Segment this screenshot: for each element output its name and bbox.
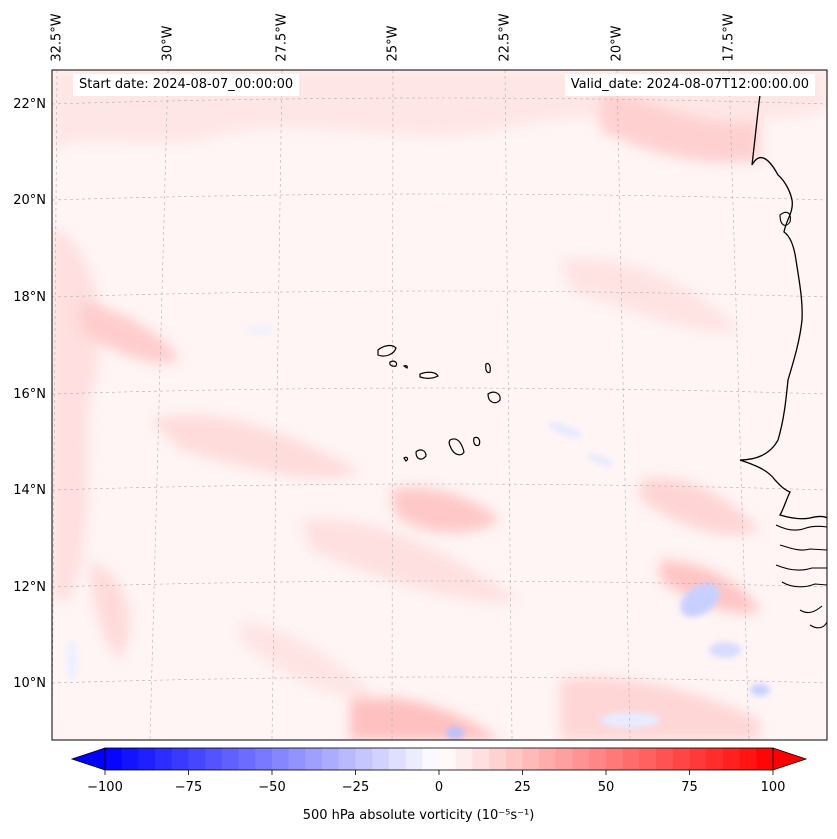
colorbar-cell [439, 748, 457, 770]
colorbar-cell [739, 748, 757, 770]
colorbar-cell [221, 748, 240, 770]
colorbar-cell [288, 748, 306, 770]
meridian-gridlines [52, 70, 750, 740]
lon-label-17.5w: 17.5°W [721, 13, 737, 62]
colorbar-cell [205, 748, 223, 770]
colorbar-cell [689, 748, 707, 770]
colorbar-cell [121, 748, 139, 770]
colorbar-tick-label: 100 [760, 780, 786, 795]
colorbar-tick-label: 0 [434, 780, 444, 795]
colorbar-cell [606, 748, 624, 770]
colorbar-tick-label: 50 [597, 780, 615, 795]
colorbar-tick-label: −100 [87, 780, 123, 795]
colorbar-cell [505, 748, 523, 770]
parallel-gridlines [52, 97, 827, 684]
colorbar-cell [388, 748, 407, 770]
lat-label-22n: 22°N [13, 97, 46, 112]
colorbar-cell [756, 748, 774, 770]
colorbar-cell [372, 748, 390, 770]
vorticity-negative [66, 326, 770, 739]
colorbar-cell [455, 748, 473, 770]
map-frame [51, 69, 828, 741]
colorbar-cell [422, 748, 440, 770]
colorbar-cell [355, 748, 373, 770]
colorbar-cell [589, 748, 607, 770]
start-date-label: Start date: 2024-08-07_00:00:00 [73, 74, 300, 96]
colorbar-tick-label: 25 [514, 780, 531, 795]
lat-label-10n: 10°N [13, 676, 46, 691]
lon-label-30w: 30°W [160, 25, 176, 62]
colorbar-tick-label: −50 [258, 780, 286, 795]
africa-coastline-south [775, 524, 827, 629]
colorbar-cell [405, 748, 423, 770]
lat-label-14n: 14°N [13, 483, 46, 498]
colorbar-cell [622, 748, 640, 770]
colorbar-tick-label: −75 [174, 780, 203, 795]
lon-label-25w: 25°W [385, 25, 401, 62]
colorbar-cell [722, 748, 741, 770]
lat-label-12n: 12°N [13, 580, 46, 595]
colorbar-cell [238, 748, 256, 770]
colorbar-extend-left [70, 747, 106, 771]
lat-label-18n: 18°N [13, 290, 46, 305]
colorbar-cell [555, 748, 574, 770]
colorbar-cell [489, 748, 507, 770]
map-background [52, 70, 827, 740]
coastal-island [779, 211, 791, 226]
colorbar-label: 500 hPa absolute vorticity (10⁻⁵s⁻¹) [302, 808, 535, 823]
colorbar-extend-right [772, 747, 808, 771]
colorbar-cell [472, 748, 490, 770]
colorbar-cell [539, 748, 557, 770]
lon-label-32.5w: 32.5°W [49, 13, 65, 62]
colorbar-cell [672, 748, 690, 770]
colorbar-cell [272, 748, 290, 770]
colorbar-cell [522, 748, 540, 770]
colorbar-cell [639, 748, 657, 770]
colorbar-cell [338, 748, 356, 770]
lon-label-22.5w: 22.5°W [497, 13, 513, 62]
colorbar-cell [138, 748, 156, 770]
valid-date-label: Valid_date: 2024-08-07T12:00:00.00 [564, 74, 815, 96]
colorbar-cell [305, 748, 323, 770]
cape-verde-islands [377, 344, 501, 462]
colorbar-cell [255, 748, 273, 770]
colorbar-cell [572, 748, 590, 770]
colorbar-cell [188, 748, 206, 770]
colorbar-tick-marks [104, 770, 774, 775]
lat-label-16n: 16°N [13, 387, 46, 402]
colorbar-tick-label: −25 [341, 780, 370, 795]
colorbar-cell [171, 748, 189, 770]
colorbar-cells [105, 748, 774, 770]
colorbar-cell [155, 748, 173, 770]
colorbar-cell [656, 748, 674, 770]
colorbar [70, 747, 808, 775]
colorbar-cell [105, 748, 123, 770]
colorbar-tick-label: 75 [681, 780, 698, 795]
lon-label-20w: 20°W [609, 25, 625, 62]
lat-label-20n: 20°N [13, 193, 46, 208]
lon-label-27.5w: 27.5°W [274, 13, 290, 62]
africa-coastline [739, 94, 827, 520]
colorbar-cell [322, 748, 340, 770]
colorbar-cell [706, 748, 724, 770]
